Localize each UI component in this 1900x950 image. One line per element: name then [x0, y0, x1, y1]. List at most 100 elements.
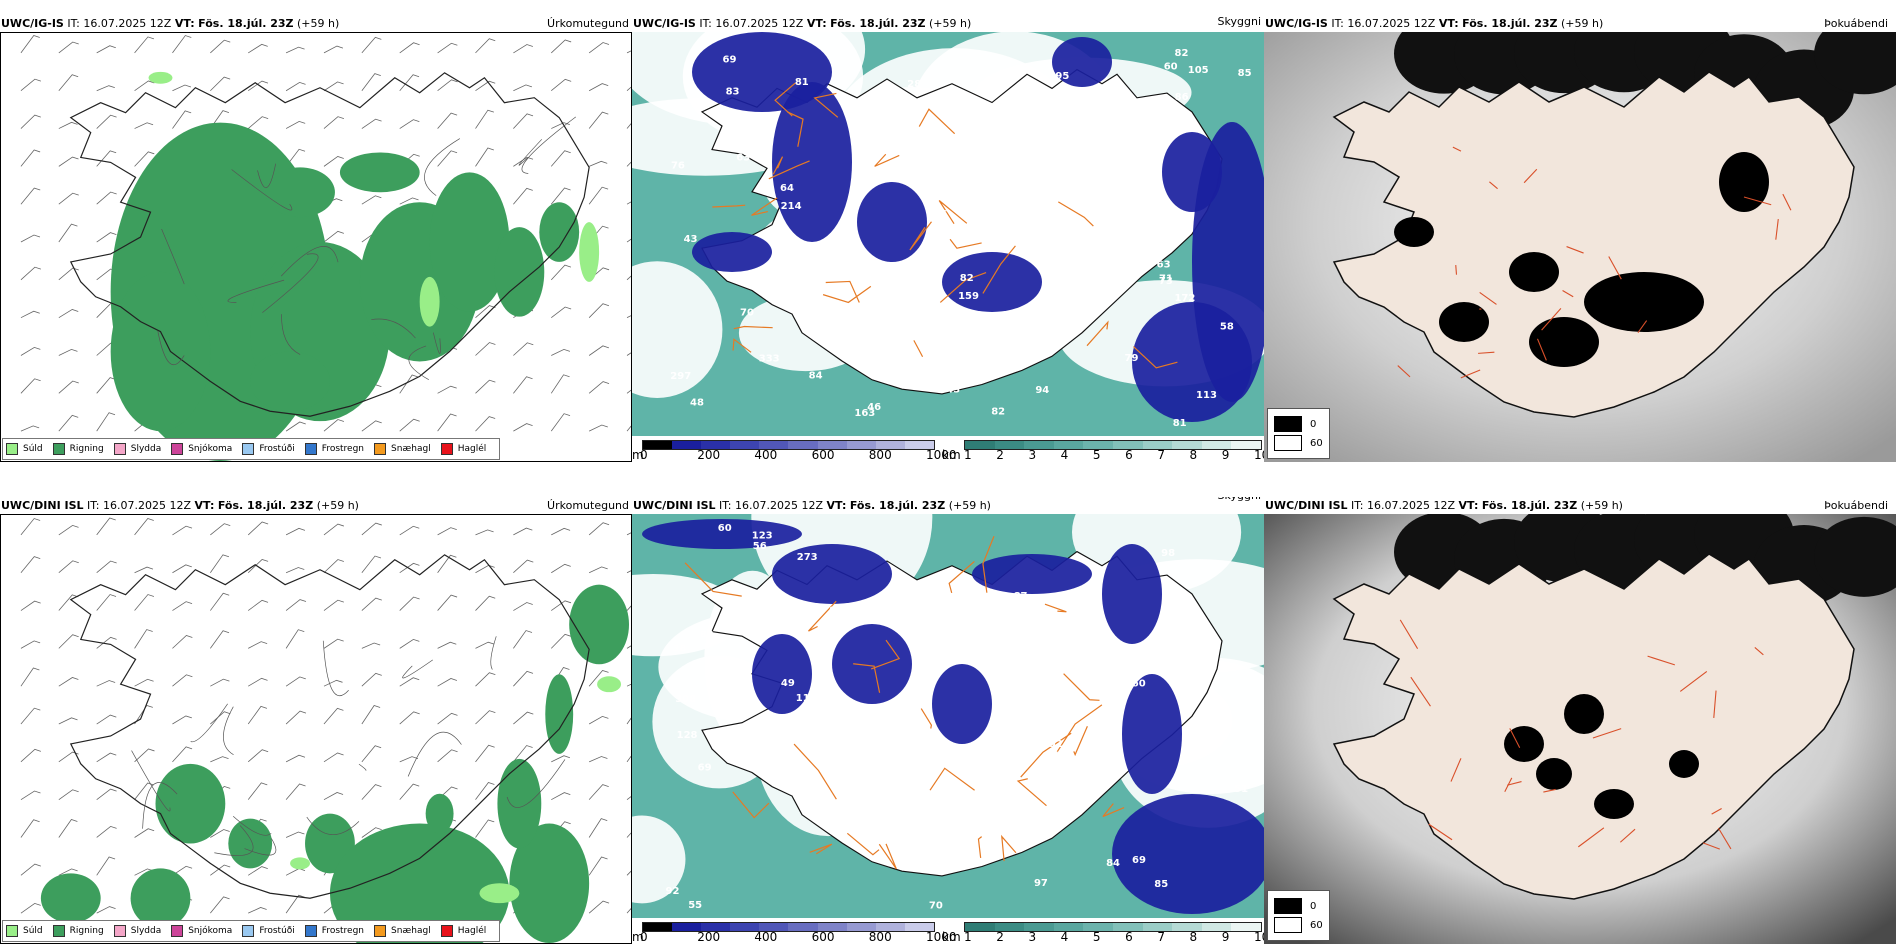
cloud-base-label: 73 [1159, 276, 1173, 287]
drizzle-area [479, 883, 520, 904]
legend-label: Rigning [69, 444, 104, 454]
wind-barb [513, 187, 533, 205]
wind-barb [285, 710, 307, 725]
fog-map[interactable] [1264, 32, 1896, 462]
wind-barb [513, 602, 533, 611]
wind-barb [58, 156, 79, 167]
cloud-base-colorbar: m 0 200 400 600 800 1000 [632, 920, 957, 944]
fog-spot [1509, 252, 1559, 292]
wind-barb [626, 201, 631, 205]
road [846, 832, 880, 856]
legend-item: Snjókoma [171, 925, 232, 937]
road [1489, 181, 1498, 190]
wind-barb [588, 784, 609, 800]
road [733, 325, 773, 330]
rain-areas [110, 71, 600, 461]
interior-fog [1504, 694, 1699, 819]
wind-barb [588, 303, 610, 318]
fog-map[interactable] [1264, 514, 1896, 944]
road [1428, 823, 1453, 841]
wind-barb [323, 523, 344, 536]
wind-barb [58, 74, 79, 91]
wind-barb [513, 113, 534, 129]
roads-contours [131, 636, 566, 856]
wind-barb [210, 592, 230, 611]
wind-barb [550, 633, 572, 649]
colorbar-tick: 200 [697, 930, 721, 944]
visibility-map[interactable]: 123 92 308 56 77 96 123 112 113 60 52 77 64 58 69 98 97 6… [632, 514, 1264, 918]
wind-barb [475, 744, 495, 763]
model-name: UWC/IG-IS [1265, 17, 1328, 30]
fog-spot [1394, 217, 1434, 247]
drizzle-area [579, 222, 600, 282]
visibility-map[interactable]: 985 81 79 40 95 84 47 99 43 85 85 72 70 46 48 48 40 63 71 6… [632, 32, 1264, 436]
wind-barb [134, 828, 155, 838]
wind-barb [361, 642, 381, 649]
wind-barb [626, 683, 631, 687]
contour-line [214, 825, 254, 856]
wind-barb [626, 532, 631, 536]
road [982, 535, 995, 593]
wind-barb [58, 634, 79, 649]
cloud-base-label: 83 [726, 87, 740, 98]
contour-line [407, 732, 462, 777]
cloud-base-label: 85 [1001, 126, 1015, 137]
legend-swatch [374, 925, 387, 937]
colorbar-tick: 1 [964, 448, 972, 462]
cloud-base-label: 40 [857, 142, 871, 153]
rain-area [497, 758, 542, 849]
wind-barb [96, 377, 117, 394]
wind-barb [588, 715, 609, 725]
wind-barb [626, 50, 631, 54]
colorbar-tick: 400 [754, 930, 778, 944]
cloud-base-label: 117 [1195, 716, 1216, 727]
colorbar-tick: 1 [964, 930, 972, 944]
cloud-base-label: 77 [1070, 664, 1084, 675]
contour-line [227, 279, 285, 303]
vt-label: VT: [826, 499, 847, 512]
wind-barb [96, 191, 117, 205]
wind-barb [58, 380, 79, 394]
wind-barb [285, 527, 306, 536]
cloud-base-label: 123 [752, 530, 773, 541]
cloud-base-label: 43 [946, 385, 960, 396]
road [808, 600, 837, 632]
contour-line [223, 706, 234, 755]
wind-barb [626, 425, 631, 432]
legend-swatch [113, 925, 126, 937]
cloud-base-label: 62 [871, 710, 885, 721]
cloud-visibility-panel-top: UWC/IG-IS IT: 16.07.2025 12Z VT: Fös. 18… [632, 15, 1264, 462]
cloud-area [1102, 544, 1162, 644]
wind-barb [134, 36, 155, 54]
wind-barb [96, 517, 116, 536]
wind-barb [96, 114, 117, 129]
road [949, 238, 982, 249]
wind-barb [248, 677, 268, 687]
rain-area [339, 152, 420, 193]
wind-barb [20, 819, 40, 838]
wind-barb [96, 788, 117, 800]
road [1044, 603, 1067, 613]
legend-swatch [242, 925, 255, 937]
colorbar-tick: 3 [1028, 930, 1037, 944]
road [1754, 647, 1764, 656]
wind-barb [475, 379, 496, 394]
precip-legend: Súld Rigning Slydda Snjókoma Frostúði Frostre… [2, 920, 501, 942]
wind-barb [58, 348, 78, 356]
rain-area [40, 873, 101, 924]
precip-map[interactable] [0, 32, 632, 462]
precip-map[interactable] [0, 514, 632, 944]
wind-barb [172, 865, 193, 876]
wind-barb [513, 44, 533, 54]
road [1073, 725, 1088, 757]
wind-barb [210, 864, 231, 876]
cloud-base-label: 829 [941, 620, 962, 631]
wind-barb [58, 717, 78, 725]
it-value: 16.07.2025 12Z [83, 17, 172, 30]
wind-barb [626, 605, 631, 611]
wind-barb [399, 525, 420, 536]
legend-min-label: 0 [1310, 418, 1317, 430]
colorbar-tick: 6 [1125, 930, 1133, 944]
road [977, 836, 983, 859]
contour-line [506, 759, 566, 808]
